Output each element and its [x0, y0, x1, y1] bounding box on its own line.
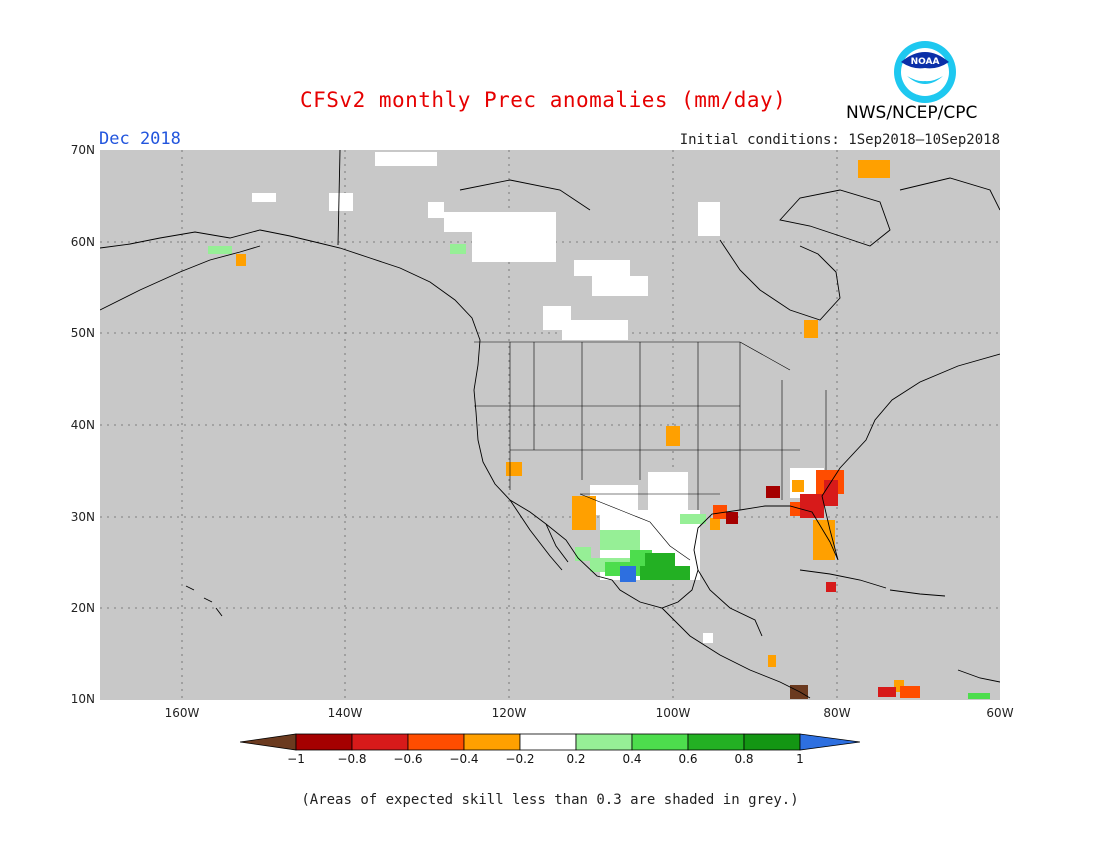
lat-label-20n: 20N [70, 601, 95, 615]
lat-label-60n: 60N [70, 235, 95, 249]
initial-conditions: Initial conditions: 1Sep2018—10Sep2018 [679, 132, 1000, 148]
colorbar-label: −1 [287, 752, 305, 766]
colorbar-label: 0.8 [734, 752, 754, 766]
coastlines [100, 150, 1000, 699]
colorbar [240, 733, 860, 751]
colorbar-label: −0.2 [505, 752, 535, 766]
colorbar-label: 0.6 [678, 752, 698, 766]
lon-label-60w: 60W [986, 706, 1014, 720]
lon-label-160w: 160W [164, 706, 200, 720]
blue-patch [620, 566, 636, 582]
colorbar-label: −0.4 [449, 752, 479, 766]
lon-label-120w: 120W [491, 706, 527, 720]
lat-label-70n: 70N [70, 143, 95, 157]
colorbar-label: −0.6 [393, 752, 423, 766]
colorbar-arrow-high [799, 733, 860, 751]
red-patches [800, 480, 896, 697]
lon-label-100w: 100W [655, 706, 691, 720]
lon-label-140w: 140W [327, 706, 363, 720]
skill-footnote: (Areas of expected skill less than 0.3 a… [301, 792, 799, 808]
colorbar-label: 1 [796, 752, 804, 766]
colorbar-label: 0.4 [622, 752, 642, 766]
lat-label-50n: 50N [70, 326, 95, 340]
forecast-month: Dec 2018 [99, 129, 181, 149]
lon-label-80w: 80W [823, 706, 851, 720]
colorbar-label: 0.2 [566, 752, 586, 766]
lat-label-40n: 40N [70, 418, 95, 432]
dark-red-patches [726, 486, 780, 524]
lat-label-10n: 10N [70, 692, 95, 706]
dark-green-patches [640, 553, 690, 580]
noaa-logo: NOAA [894, 41, 956, 103]
map-title: CFSv2 monthly Prec anomalies (mm/day) [300, 88, 787, 112]
lat-label-30n: 30N [70, 510, 95, 524]
logo-text: NOAA [911, 57, 940, 67]
political-borders [474, 341, 827, 561]
agency-label: NWS/NCEP/CPC [846, 103, 978, 123]
colorbar-label: −0.8 [337, 752, 367, 766]
precip-anomaly-map [100, 150, 1000, 700]
colorbar-arrow-low [240, 733, 297, 751]
